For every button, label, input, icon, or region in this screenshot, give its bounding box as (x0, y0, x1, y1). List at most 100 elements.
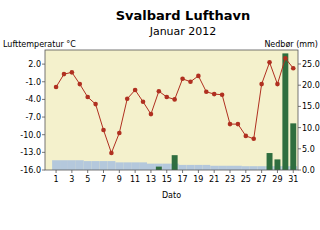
frame (45, 50, 298, 170)
bar (172, 155, 178, 170)
marker (212, 92, 217, 97)
marker (204, 89, 209, 94)
x-tick (166, 170, 167, 173)
x-tick-label: 15 (162, 175, 172, 184)
chart: Svalbard LufthavnJanuar 2012Lufttemperat… (0, 0, 320, 230)
y2-tick (298, 106, 301, 107)
marker (275, 82, 280, 87)
bar (250, 166, 258, 170)
subtitle: Januar 2012 (149, 25, 217, 38)
marker (172, 97, 177, 102)
y2-axis-label: Nedbør (mm) (264, 40, 318, 49)
bar (258, 166, 266, 170)
marker (236, 122, 241, 127)
x-tick-label: 31 (288, 175, 298, 184)
marker (93, 102, 98, 107)
x-tick-label: 7 (101, 175, 106, 184)
plot-area (45, 50, 298, 170)
x-tick-label: 1 (54, 175, 59, 184)
bar (139, 162, 147, 170)
bar (60, 160, 68, 170)
marker (54, 85, 59, 90)
bar (92, 161, 100, 170)
marker (133, 88, 138, 93)
y-tick (42, 170, 45, 171)
marker (180, 77, 185, 82)
x-tick (150, 170, 151, 173)
bar (210, 166, 218, 170)
y-tick (42, 81, 45, 82)
y2-tick (298, 170, 301, 171)
y-tick (42, 117, 45, 118)
marker (259, 82, 264, 87)
marker (109, 151, 114, 156)
x-tick (71, 170, 72, 173)
x-tick (293, 170, 294, 173)
y-tick-label: -7.0 (25, 113, 41, 122)
bar (52, 160, 60, 170)
x-tick (135, 170, 136, 173)
y-tick (42, 152, 45, 153)
y-tick-label: -4.0 (25, 95, 41, 104)
x-tick-label: 29 (272, 175, 282, 184)
bar (163, 164, 171, 170)
x-tick-label: 27 (257, 175, 267, 184)
marker (117, 131, 122, 136)
x-tick-label: 9 (117, 175, 122, 184)
y2-tick (298, 127, 301, 128)
y-tick-label: -16.0 (20, 166, 41, 175)
marker (291, 66, 296, 71)
x-tick (56, 170, 57, 173)
x-tick (245, 170, 246, 173)
marker (267, 60, 272, 65)
x-tick (87, 170, 88, 173)
x-tick-label: 17 (177, 175, 187, 184)
x-tick-label: 25 (241, 175, 251, 184)
x-tick-label: 23 (225, 175, 235, 184)
x-tick (119, 170, 120, 173)
y-axis-label: Lufttemperatur °C (3, 40, 76, 49)
bar (84, 161, 92, 170)
y-tick-label: -1.0 (25, 78, 41, 87)
x-tick-label: 11 (130, 175, 140, 184)
y-tick-label: -13.0 (20, 148, 41, 157)
bar (267, 153, 273, 170)
marker (101, 128, 106, 133)
marker (188, 79, 193, 84)
marker (125, 97, 130, 102)
x-axis-label: Dato (162, 191, 181, 200)
y2-tick-label: 20.0 (302, 81, 320, 90)
bar (147, 164, 155, 170)
bar (218, 166, 226, 170)
y-tick (42, 134, 45, 135)
x-tick (103, 170, 104, 173)
x-tick (230, 170, 231, 173)
y-tick (42, 99, 45, 100)
y2-tick (298, 148, 301, 149)
bar (226, 166, 234, 170)
marker (77, 82, 82, 87)
marker (141, 99, 146, 104)
bar (282, 53, 288, 170)
y2-tick-label: 25.0 (302, 60, 320, 69)
y-tick-label: -10.0 (20, 131, 41, 140)
bar (290, 123, 296, 170)
bar (194, 165, 202, 170)
marker (228, 122, 233, 127)
x-tick-label: 21 (209, 175, 219, 184)
bar (202, 165, 210, 170)
y2-tick-label: 0.0 (302, 166, 315, 175)
bar (131, 162, 139, 170)
marker (251, 137, 256, 142)
bar (179, 165, 187, 170)
marker (149, 112, 154, 117)
x-tick-label: 5 (85, 175, 90, 184)
x-tick-label: 13 (146, 175, 156, 184)
bar (234, 166, 242, 170)
marker (196, 74, 201, 79)
marker (220, 92, 225, 97)
x-tick-label: 3 (69, 175, 74, 184)
marks (52, 53, 297, 170)
bar (115, 162, 123, 170)
marker (164, 95, 169, 100)
